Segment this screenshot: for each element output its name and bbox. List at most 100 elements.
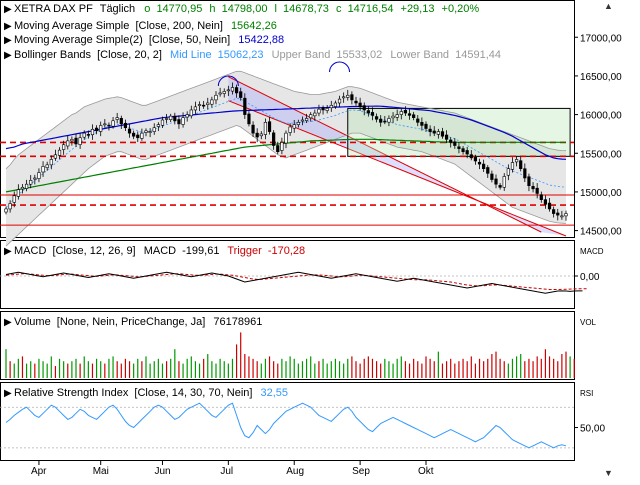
candle-body bbox=[57, 149, 62, 156]
volume-value: 76178961 bbox=[213, 316, 262, 328]
candle-body bbox=[62, 144, 66, 150]
price-y-tick-label: 15000,00 bbox=[580, 188, 622, 199]
candle-body bbox=[329, 105, 333, 109]
x-tick-label: Jun bbox=[154, 466, 170, 477]
candle-body bbox=[202, 104, 206, 107]
x-tick-label: Okt bbox=[418, 466, 434, 477]
candle-body bbox=[33, 177, 37, 180]
macd-legend: ▶ MACD [Close, 12, 26, 9] MACD -199,61 T… bbox=[4, 245, 604, 257]
candle-body bbox=[272, 132, 276, 146]
candle-body bbox=[325, 108, 329, 111]
volume-params: [None, Nein, PriceChange, Ja] bbox=[57, 316, 206, 328]
trend-channel-lower bbox=[228, 100, 567, 237]
ma200-value: 15642,26 bbox=[231, 20, 277, 32]
macd-params: [Close, 12, 26, 9] bbox=[52, 245, 135, 257]
low-value: 14678,73 bbox=[283, 3, 329, 15]
scroll-up-icon[interactable]: ▲ bbox=[604, 1, 613, 11]
x-tick-label: Sep bbox=[352, 466, 370, 477]
candle-body bbox=[453, 141, 457, 146]
candle-body bbox=[436, 131, 440, 135]
bb-mid-value: 15062,23 bbox=[218, 49, 264, 61]
macd-marker[interactable]: ▶ bbox=[4, 246, 12, 257]
ma200-marker[interactable]: ▶ bbox=[4, 21, 12, 32]
candle-body bbox=[86, 134, 90, 136]
candle-body bbox=[514, 159, 519, 163]
scroll-down-icon[interactable]: ▼ bbox=[604, 468, 613, 478]
x-tick-label: Aug bbox=[286, 466, 304, 477]
candle-body bbox=[523, 168, 527, 179]
candle-body bbox=[193, 106, 198, 111]
rsi-value: 32,55 bbox=[261, 387, 289, 399]
bb-name: Bollinger Bands bbox=[14, 49, 92, 61]
candle-body bbox=[263, 122, 268, 135]
candle-body bbox=[560, 215, 564, 218]
price-y-tick-label: 16500,00 bbox=[580, 72, 622, 83]
ma50-params: [Close, 50, Nein] bbox=[149, 34, 230, 46]
symbol: XETRA DAX PF bbox=[14, 3, 93, 15]
candle-body bbox=[280, 142, 284, 151]
volume-label: Volume bbox=[14, 316, 51, 328]
candle-body bbox=[239, 91, 243, 98]
candle-body bbox=[177, 119, 181, 125]
candle-body bbox=[20, 186, 25, 190]
candle-body bbox=[457, 146, 461, 149]
candle-body bbox=[337, 98, 342, 104]
candle-body bbox=[354, 100, 358, 104]
high-value: 14798,00 bbox=[222, 3, 268, 15]
price-plot bbox=[0, 61, 574, 247]
candle-body bbox=[255, 132, 259, 138]
candle-body bbox=[469, 154, 473, 159]
trigger-value: -170,28 bbox=[268, 245, 305, 257]
volume-axis-label: VOL bbox=[580, 318, 597, 327]
candle-body bbox=[156, 124, 160, 127]
candle-body bbox=[189, 109, 193, 117]
bb-lower-value: 14591,44 bbox=[455, 49, 501, 61]
settings-marker[interactable]: ▶ bbox=[4, 4, 12, 15]
ma50-marker[interactable]: ▶ bbox=[4, 35, 12, 46]
rsi-marker[interactable]: ▶ bbox=[4, 388, 12, 399]
macd-y-tick-label: 0,00 bbox=[580, 272, 600, 283]
bollinger-lower-line bbox=[5, 124, 567, 247]
bb-marker[interactable]: ▶ bbox=[4, 50, 12, 61]
candle-body bbox=[90, 128, 95, 135]
candle-body bbox=[16, 189, 20, 197]
candle-body bbox=[107, 124, 111, 127]
candle-body bbox=[498, 185, 502, 188]
macd-trigger-line bbox=[5, 273, 587, 290]
volume-marker[interactable]: ▶ bbox=[4, 317, 12, 328]
candle-body bbox=[37, 172, 41, 179]
candle-body bbox=[99, 125, 103, 132]
candle-body bbox=[321, 107, 325, 111]
ma200-legend: Moving Average Simple [Close, 200, Nein]… bbox=[14, 20, 277, 32]
rsi-plot bbox=[0, 402, 574, 449]
candle-body bbox=[226, 89, 230, 92]
candle-body bbox=[214, 94, 218, 101]
candle-body bbox=[477, 161, 482, 165]
candle-body bbox=[53, 154, 58, 159]
candle-body bbox=[222, 91, 226, 94]
rsi-panel-frame bbox=[0, 382, 575, 461]
x-tick-label: Apr bbox=[31, 466, 47, 477]
bb-upper-value: 15533,02 bbox=[336, 49, 382, 61]
candle-body bbox=[403, 109, 408, 114]
candle-body bbox=[490, 173, 494, 180]
candle-body bbox=[424, 123, 428, 129]
bb-upper-label: Upper Band bbox=[272, 49, 331, 61]
macd-axis-label: MACD bbox=[580, 247, 604, 256]
trigger-label: Trigger bbox=[227, 245, 262, 257]
candle-body bbox=[407, 113, 412, 116]
candle-body bbox=[132, 132, 136, 137]
candle-body bbox=[173, 115, 177, 122]
open-value: 14770,95 bbox=[156, 3, 202, 15]
close-label: c bbox=[336, 3, 342, 15]
candle-body bbox=[383, 120, 387, 123]
peak-arc bbox=[217, 75, 239, 87]
peak-arc bbox=[329, 61, 351, 73]
price-y-tick-label: 17000,00 bbox=[580, 33, 622, 44]
ma200-params: [Close, 200, Nein] bbox=[135, 20, 222, 32]
candle-body bbox=[148, 131, 152, 133]
candle-body bbox=[519, 160, 523, 170]
candle-body bbox=[296, 122, 300, 125]
candle-body bbox=[444, 134, 449, 140]
candle-body bbox=[45, 164, 49, 168]
